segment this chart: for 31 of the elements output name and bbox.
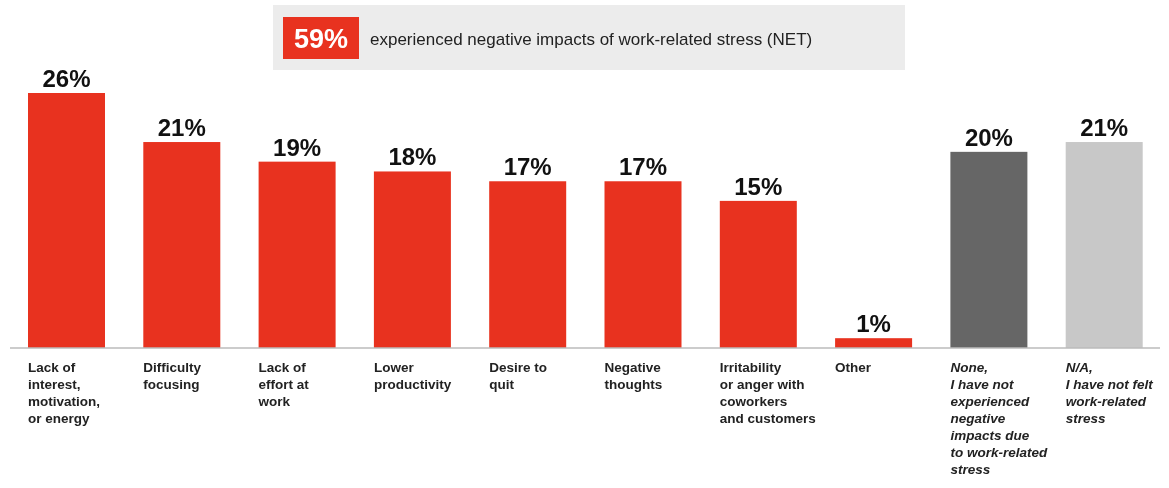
bar: [835, 338, 913, 348]
x-tick-label: Lack of interest, motivation, or energy: [28, 360, 101, 426]
bar: [373, 171, 451, 348]
data-label: 15%: [734, 172, 783, 200]
x-tick-label: Lack of effort at work: [257, 360, 310, 409]
data-label: 21%: [157, 114, 206, 142]
bar: [143, 142, 221, 348]
x-tick-label: N/A, I have not felt work-related stress: [1065, 360, 1154, 426]
data-label: 19%: [273, 133, 322, 161]
bar: [719, 200, 797, 348]
x-tick-label: Difficulty focusing: [143, 360, 202, 392]
x-tick-label: Desire to quit: [489, 360, 547, 392]
data-label: 17%: [503, 153, 552, 181]
x-tick-label: None, I have not experienced negative impacts due to work-related stress: [950, 360, 1048, 477]
chart-title: 59% experienced negative impacts of work-related stress (NET): [293, 24, 813, 54]
x-tick-label: Irritability or anger with coworkers and customers: [719, 360, 816, 426]
data-label: 17%: [618, 153, 668, 181]
data-label: 26%: [42, 65, 91, 92]
x-tick-label: Lower productivity: [373, 360, 452, 392]
bar: [28, 93, 105, 348]
data-label: 18%: [388, 143, 437, 171]
bar: [1065, 142, 1143, 348]
data-label: 21%: [1080, 114, 1129, 142]
x-tick-label: Negative thoughts: [604, 360, 663, 392]
bar: [950, 151, 1028, 348]
x-tick-label: Other: [835, 360, 872, 375]
bar: [604, 181, 682, 348]
data-label: 1%: [856, 310, 891, 338]
bar: [489, 181, 567, 348]
data-label: 20%: [964, 123, 1013, 151]
bar: [258, 161, 336, 348]
